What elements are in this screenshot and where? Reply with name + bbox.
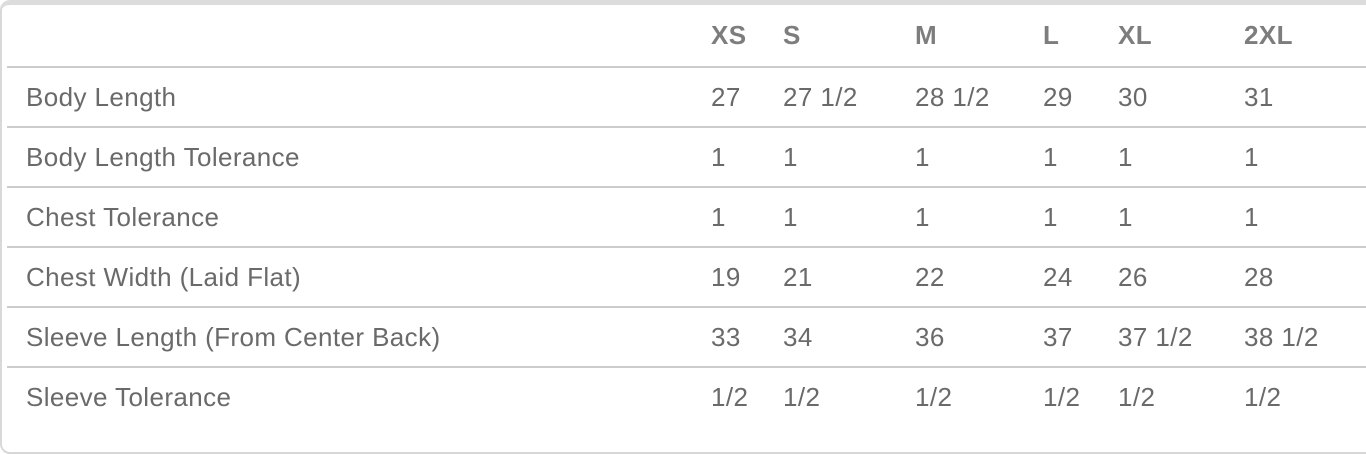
size-value-cell: 1 bbox=[711, 141, 726, 172]
size-value-cell: 22 bbox=[915, 261, 945, 292]
size-value-cell: 38 1/2 bbox=[1244, 321, 1319, 352]
size-value-cell: 1 bbox=[711, 201, 726, 232]
size-value-cell: 1 bbox=[1244, 201, 1259, 232]
row-label: Sleeve Tolerance bbox=[26, 382, 232, 412]
size-value-cell: 27 1/2 bbox=[783, 81, 858, 112]
size-value-cell: 24 bbox=[1043, 261, 1073, 292]
size-value-cell: 36 bbox=[915, 321, 945, 352]
size-value-cell: 1 bbox=[783, 201, 798, 232]
row-label: Chest Width (Laid Flat) bbox=[26, 261, 302, 292]
table-row: Body Length 27 27 1/2 28 1/2 29 30 31 bbox=[7, 67, 1366, 127]
size-value-cell: 1 bbox=[1043, 201, 1058, 232]
size-chart-body: Body Length 27 27 1/2 28 1/2 29 30 31 Body Leng… bbox=[7, 67, 1366, 427]
row-label: Body Length bbox=[26, 81, 177, 112]
size-header-cell: 2XL bbox=[1244, 20, 1293, 50]
size-value-cell: 1/2 bbox=[783, 382, 821, 412]
size-value-cell: 1/2 bbox=[1118, 382, 1156, 412]
table-row: Sleeve Length (From Center Back) 33 34 36 37… bbox=[7, 307, 1366, 367]
size-value-cell: 34 bbox=[783, 321, 813, 352]
row-label: Sleeve Length (From Center Back) bbox=[26, 321, 441, 352]
size-value-cell: 1 bbox=[1043, 141, 1058, 172]
size-value-cell: 30 bbox=[1118, 81, 1148, 112]
size-value-cell: 33 bbox=[711, 321, 741, 352]
size-header-cell: XL bbox=[1118, 20, 1153, 50]
size-value-cell: 37 1/2 bbox=[1118, 321, 1193, 352]
size-header-cell: M bbox=[915, 20, 938, 50]
row-label: Body Length Tolerance bbox=[26, 141, 300, 172]
size-value-cell: 31 bbox=[1244, 81, 1274, 112]
size-value-cell: 26 bbox=[1118, 261, 1148, 292]
table-row: Chest Width (Laid Flat) 19 21 22 24 26 28 bbox=[7, 247, 1366, 307]
table-row: Chest Tolerance 1 1 1 1 1 1 bbox=[7, 187, 1366, 247]
size-value-cell: 29 bbox=[1043, 81, 1073, 112]
table-row: Body Length Tolerance 1 1 1 1 1 1 bbox=[7, 127, 1366, 187]
size-value-cell: 21 bbox=[783, 261, 813, 292]
size-value-cell: 1/2 bbox=[711, 382, 749, 412]
size-value-cell: 27 bbox=[711, 81, 741, 112]
active-tab-notch bbox=[285, 0, 462, 5]
size-value-cell: 1 bbox=[1244, 141, 1259, 172]
size-header-spacer bbox=[7, 5, 711, 67]
row-label: Chest Tolerance bbox=[26, 201, 220, 232]
size-value-cell: 1 bbox=[915, 141, 930, 172]
size-header-row: XS S M L XL 2XL bbox=[7, 5, 1366, 67]
size-value-cell: 1 bbox=[1118, 141, 1133, 172]
size-header-cell: S bbox=[783, 20, 801, 50]
size-value-cell: 1 bbox=[915, 201, 930, 232]
size-value-cell: 1 bbox=[783, 141, 798, 172]
size-chart-table: XS S M L XL 2XL Body Length 27 27 1/2 28 1/2 29 30… bbox=[7, 5, 1366, 427]
size-value-cell: 1/2 bbox=[1244, 382, 1282, 412]
size-value-cell: 1 bbox=[1118, 201, 1133, 232]
size-value-cell: 37 bbox=[1043, 321, 1073, 352]
size-header-cell: XS bbox=[711, 20, 747, 50]
size-value-cell: 28 bbox=[1244, 261, 1274, 292]
size-value-cell: 1/2 bbox=[1043, 382, 1081, 412]
table-row: Sleeve Tolerance 1/2 1/2 1/2 1/2 1/2 1/2 bbox=[7, 367, 1366, 427]
size-value-cell: 19 bbox=[711, 261, 741, 292]
size-value-cell: 1/2 bbox=[915, 382, 953, 412]
size-value-cell: 28 1/2 bbox=[915, 81, 990, 112]
size-header-cell: L bbox=[1043, 20, 1060, 50]
